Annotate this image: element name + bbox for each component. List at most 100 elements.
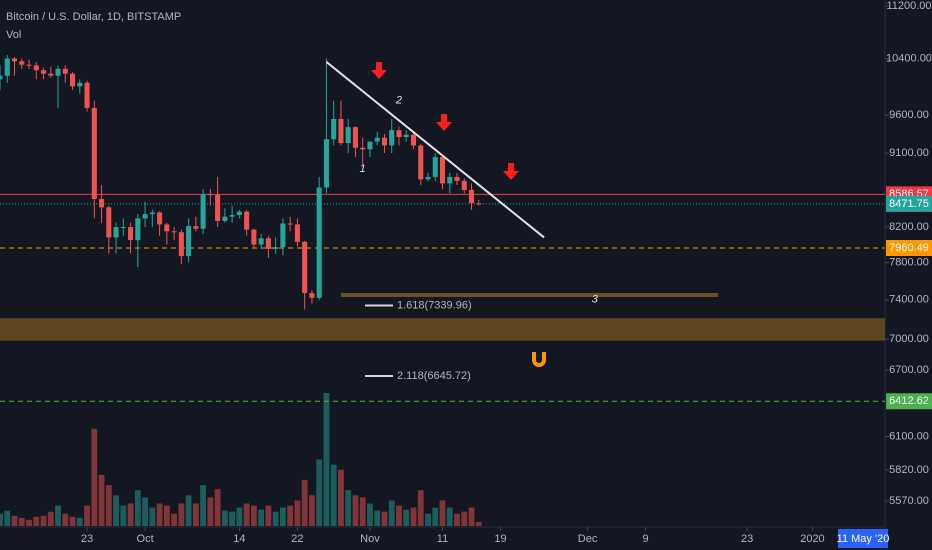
candle-body (345, 127, 351, 144)
candle-body (251, 229, 257, 245)
volume-bar (323, 393, 330, 526)
candle-body (273, 247, 279, 249)
annotation: 3 (592, 294, 599, 306)
volume-bar (76, 517, 83, 526)
candle-body (302, 241, 308, 294)
magnet-icon[interactable] (532, 352, 546, 367)
volume-bar (243, 503, 250, 526)
candle-body (106, 207, 112, 238)
y-tick-label: 9600.00 (889, 109, 929, 121)
candle-body (207, 194, 213, 196)
volume-bar (55, 505, 61, 526)
candle-body (142, 214, 148, 219)
volume-bar (265, 505, 272, 526)
volume-bar (258, 509, 265, 526)
arrows (371, 62, 519, 180)
volume-bar (214, 489, 221, 526)
volume-bar (62, 513, 69, 526)
volume-bar (192, 503, 199, 526)
bar-zone (340, 292, 719, 297)
volume-bar (149, 507, 156, 526)
candle-body (323, 139, 329, 188)
fib-label: 1.618(7339.96) (397, 299, 472, 311)
volume-bar (294, 500, 301, 526)
volume-bar (287, 505, 294, 526)
candle-body (4, 58, 10, 76)
volume-bar (301, 479, 308, 526)
volume-bar (84, 505, 90, 526)
volume-bar (345, 490, 352, 526)
y-tick-label: 8200.00 (889, 221, 929, 233)
candle-body (200, 194, 206, 229)
x-tick-label: 2020 (800, 533, 824, 545)
volume-bar (446, 507, 453, 526)
level-label-bg (886, 240, 932, 257)
volume-bar (417, 490, 424, 526)
x-tick-label: 23 (741, 533, 753, 545)
candle-body (62, 68, 68, 74)
candle-body (236, 211, 242, 215)
volume-bar (11, 515, 18, 526)
candle-body (215, 194, 221, 221)
volume-bar (221, 510, 228, 526)
volume-bar (229, 511, 236, 526)
y-tick-label: 5820.00 (889, 464, 929, 476)
x-tick-label: Dec (578, 533, 598, 545)
arrow (503, 163, 519, 180)
candle-body (432, 157, 438, 177)
date-label-bg (838, 529, 888, 548)
candle-body (287, 223, 293, 225)
volume-bar (338, 469, 344, 526)
y-tick-label: 9100.00 (889, 147, 929, 159)
volume-bar (18, 517, 25, 526)
candle-body (331, 118, 337, 140)
candle-body (389, 130, 395, 146)
volume-bar (120, 505, 127, 526)
volume-bar (163, 505, 170, 526)
candle-body (360, 147, 366, 150)
candle-body (33, 65, 39, 71)
candle-body (403, 134, 409, 138)
candle-body (77, 82, 83, 87)
candle-body (439, 157, 446, 184)
candle-body (113, 226, 119, 238)
level-label-bg (886, 195, 932, 212)
volume-bar (200, 485, 207, 526)
candle-body (454, 176, 460, 181)
volume-bar (142, 497, 148, 526)
y-tick-label: 6700.00 (889, 364, 929, 376)
candle-body (40, 70, 47, 74)
volume-bar (0, 513, 3, 526)
volume-bar (156, 503, 163, 526)
candle-body (164, 224, 170, 232)
volume-bar (280, 507, 286, 526)
volume-bar (171, 513, 177, 526)
candle-body (19, 61, 25, 65)
level-label: 6412.62 (889, 395, 929, 407)
volume-bar (388, 500, 395, 526)
candle-body (367, 141, 373, 150)
candle-body (461, 180, 467, 190)
volume-bar (250, 505, 257, 526)
volume-bar (178, 503, 185, 526)
volume-bar (272, 511, 279, 526)
candle-body (265, 238, 271, 249)
candle-body (229, 214, 235, 217)
candle-body (418, 145, 424, 180)
volume-bar (432, 507, 439, 526)
candle-body (309, 293, 315, 298)
candle-body (316, 187, 322, 298)
candle-body (381, 137, 388, 146)
candle-body (171, 231, 177, 233)
candle-body (258, 238, 264, 245)
candle-body (294, 224, 300, 242)
volume-bar (454, 513, 460, 526)
volume-bar (475, 521, 482, 526)
candle-body (149, 212, 155, 215)
candle-body (280, 223, 286, 248)
x-tick-label: Oct (137, 533, 154, 545)
y-tick-label: 7800.00 (889, 256, 929, 268)
y-tick-label: 6100.00 (889, 431, 929, 443)
x-tick-label: 9 (643, 533, 649, 545)
